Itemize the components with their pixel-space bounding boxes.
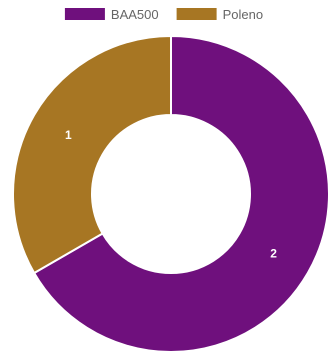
- slice-baa500[interactable]: [32, 34, 328, 353]
- slice-label-baa500: 2: [270, 246, 277, 260]
- chart-data-labels: 21: [65, 128, 277, 261]
- legend-swatch-poleno: [176, 8, 217, 20]
- chart-slices: [12, 34, 328, 353]
- legend-label-poleno: Poleno: [223, 7, 263, 22]
- legend-item-baa500[interactable]: BAA500: [64, 7, 159, 22]
- legend-label-baa500: BAA500: [111, 7, 159, 22]
- slice-label-poleno: 1: [65, 128, 72, 142]
- slice-poleno[interactable]: [12, 34, 172, 275]
- chart-legend: BAA500 Poleno: [64, 7, 263, 22]
- legend-item-poleno[interactable]: Poleno: [176, 7, 263, 22]
- legend-swatch-baa500: [64, 8, 105, 20]
